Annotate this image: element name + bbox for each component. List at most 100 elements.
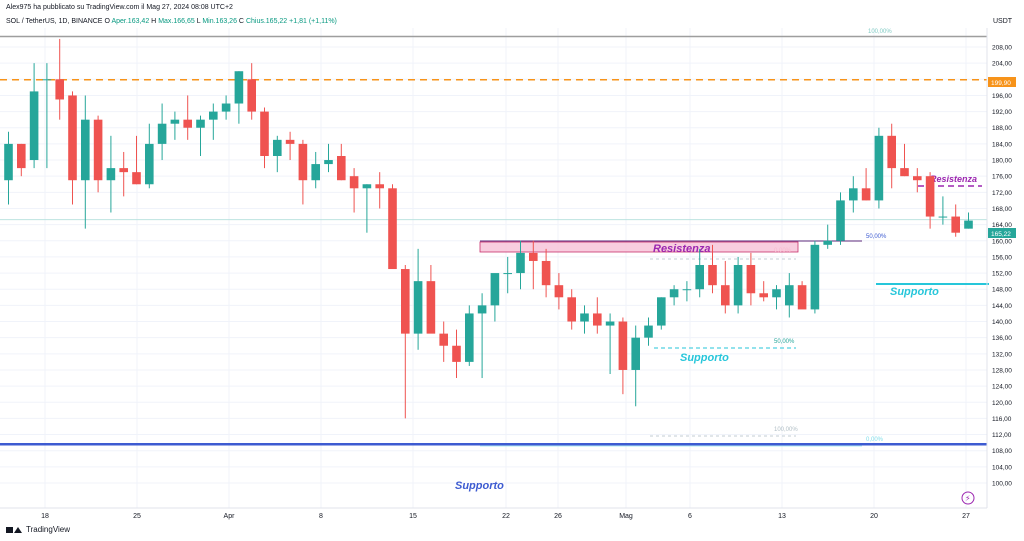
price-tick-label: 196,00 [992,93,1012,100]
candle-body[interactable] [900,168,909,177]
candle-body[interactable] [657,297,666,326]
candle-body[interactable] [337,156,346,181]
candle-body[interactable] [4,143,13,181]
time-axis[interactable]: 18 25 Apr 8 15 22 26 Mag 6 13 20 27 [0,507,987,520]
candle-body[interactable] [785,285,794,306]
candle-body[interactable] [554,285,564,298]
price-axis[interactable]: 208,00204,00200,00196,00192,00188,00184,… [986,28,1012,508]
candle-body[interactable] [861,188,871,201]
candle-body[interactable] [887,135,896,169]
candle-body[interactable] [221,103,231,112]
candle-body[interactable] [349,176,359,189]
candle-body[interactable] [695,265,704,290]
candle-body[interactable] [298,143,308,181]
price-tick-label: 148,00 [992,287,1012,294]
candle-body[interactable] [452,345,461,362]
candle-body[interactable] [17,143,26,169]
candle-body[interactable] [106,168,116,181]
candle-body[interactable] [541,260,551,286]
candle-body[interactable] [132,172,141,185]
candle-body[interactable] [490,273,500,306]
candle-body[interactable] [401,269,410,334]
candle-body[interactable] [721,285,730,306]
candle-body[interactable] [55,79,64,100]
candle-body[interactable] [529,252,538,261]
fib-label-mid-50: 50,00% [774,339,795,345]
candle-body[interactable] [797,285,807,310]
candle-body[interactable] [465,313,474,362]
alert-icon[interactable]: ⚡ [961,491,975,505]
candle-body[interactable] [260,111,269,156]
candle-body[interactable] [605,321,615,326]
candle-body[interactable] [503,273,512,275]
candle-body[interactable] [849,188,858,201]
currency-label[interactable]: USDT [993,18,1013,25]
candle-body[interactable] [644,325,653,338]
candle-body[interactable] [68,95,77,181]
candle-body[interactable] [874,135,884,201]
candle-body[interactable] [733,265,743,306]
candle-body[interactable] [81,119,90,181]
candle-body[interactable] [247,79,256,112]
candle-body[interactable] [516,252,525,274]
low-label: L [196,18,201,25]
candle-body[interactable] [913,176,922,181]
candle-body[interactable] [631,337,640,370]
date-tick-label: Mag [619,513,633,520]
candle-body[interactable] [362,184,372,189]
price-tick-label: 100,00 [992,481,1012,488]
fib-label-small-0: 0,00% [774,248,792,254]
candle-body[interactable] [964,220,973,229]
publisher-line: Alex975 ha pubblicato su TradingView.com… [6,4,233,11]
price-tick-label: 208,00 [992,45,1012,52]
price-tick-label: 204,00 [992,61,1012,68]
chart-header: Alex975 ha pubblicato su TradingView.com… [0,0,1024,28]
candle-body[interactable] [567,297,576,322]
candle-body[interactable] [439,333,448,346]
resistance-zone[interactable] [479,241,799,253]
candle-body[interactable] [157,123,167,144]
price-tick-label: 124,00 [992,384,1012,391]
candle-body[interactable] [209,111,218,120]
candle-body[interactable] [477,305,487,314]
candle-body[interactable] [119,168,128,173]
orange-level-badge [988,77,1016,87]
candle-body[interactable] [426,281,436,334]
candle-body[interactable] [669,289,679,298]
candle-body[interactable] [170,119,180,124]
candle-body[interactable] [593,313,602,326]
price-tick-label: 164,00 [992,222,1012,229]
candle-body[interactable] [580,313,589,322]
candle-body[interactable] [682,289,692,291]
candle-body[interactable] [311,164,320,181]
candle-body[interactable] [324,160,333,165]
candle-body[interactable] [823,240,832,245]
candle-body[interactable] [810,244,820,310]
candle-body[interactable] [42,79,52,81]
fib-label-mid-100: 100,00% [774,427,798,433]
candle-body[interactable] [145,143,154,185]
candle-body[interactable] [29,91,39,161]
candle-body[interactable] [375,184,384,189]
candle-body[interactable] [618,321,628,370]
candle-body[interactable] [836,200,845,241]
candle-body[interactable] [196,119,205,128]
symbol-name[interactable]: SOL / TetherUS, 1D, BINANCE [6,18,103,25]
candle-body[interactable] [708,265,717,286]
candle-body[interactable] [93,119,103,181]
candle-body[interactable] [746,265,756,294]
candle-body[interactable] [938,216,948,218]
candle-body[interactable] [759,293,768,298]
candle-body[interactable] [413,281,423,334]
candle-body[interactable] [925,176,935,217]
candle-body[interactable] [772,289,781,298]
candle-body[interactable] [183,119,192,128]
candle-body[interactable] [273,139,282,156]
candle-body[interactable] [234,71,244,104]
candle-body[interactable] [285,139,295,144]
candle-body[interactable] [951,216,960,233]
annotation-supporto-mid: Supporto [680,352,729,364]
price-tick-label: 184,00 [992,141,1012,148]
candle-body[interactable] [388,188,397,270]
